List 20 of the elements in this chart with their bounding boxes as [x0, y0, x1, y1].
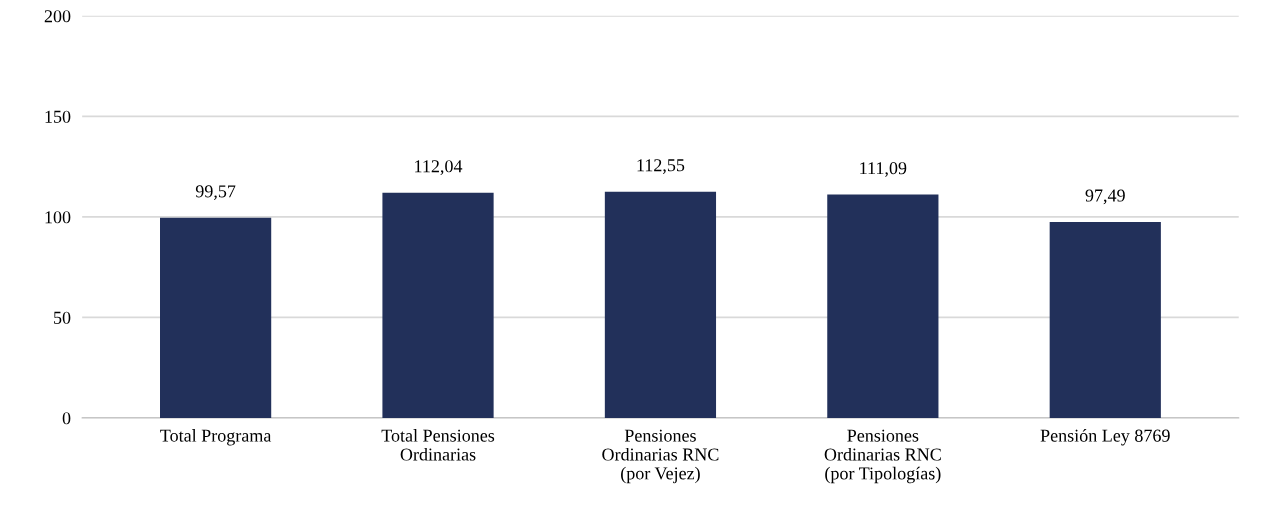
bar [160, 217, 272, 418]
y-tick-label: 0 [62, 412, 71, 425]
data-label: 97,49 [1085, 189, 1125, 205]
x-tick-label: Total Programa [160, 429, 272, 446]
bar [827, 194, 939, 418]
data-label: 112,04 [415, 160, 463, 175]
x-tick-label: Pensión Ley 8769 [1040, 429, 1170, 446]
y-tick-label: 150 [45, 110, 71, 123]
x-tick-label: Pensiones Ordinarias RNC (por Tipologías) [824, 429, 941, 484]
y-tick-label: 200 [44, 10, 71, 23]
x-tick-label: Pensiones Ordinarias RNC (por Vejez) [602, 429, 719, 484]
y-tick-label: 100 [45, 211, 71, 224]
x-tick-label: Total Pensiones Ordinarias [381, 429, 495, 461]
y-tick-label: 50 [54, 311, 71, 324]
bar [1049, 221, 1161, 418]
bar [382, 192, 494, 418]
data-label: 112,55 [637, 159, 685, 174]
bar [604, 191, 717, 418]
data-label: 111,09 [860, 162, 907, 177]
data-label: 99,57 [195, 185, 236, 201]
